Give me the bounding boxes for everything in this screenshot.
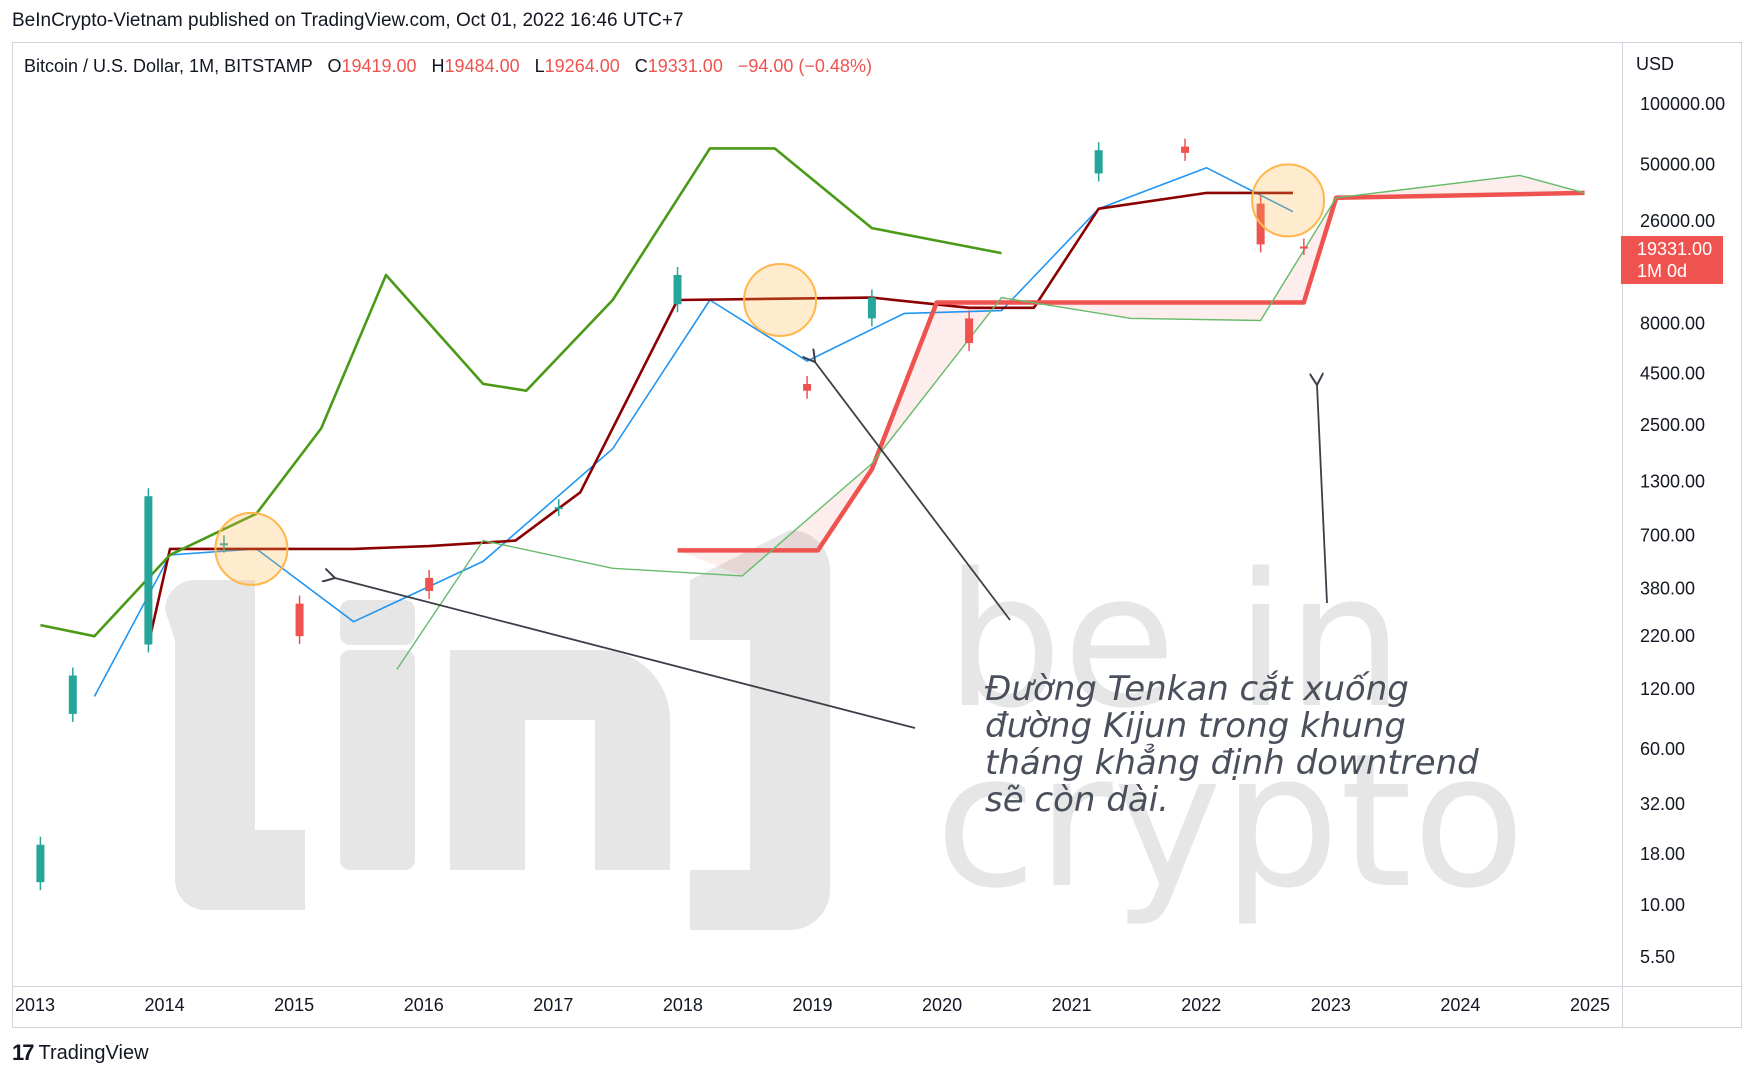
tradingview-logo-icon: 17 — [12, 1040, 35, 1065]
candle-body — [1181, 146, 1190, 153]
price-tick-label: 8000.00 — [1640, 314, 1705, 334]
annotation-arrows — [335, 362, 1328, 729]
price-tick-label: 10.00 — [1640, 895, 1685, 915]
high-value: 19484.00 — [444, 56, 520, 76]
ichimoku-cloud — [677, 175, 1585, 576]
price-tick-label: 60.00 — [1640, 739, 1685, 759]
bar-countdown: 1M 0d — [1637, 261, 1688, 281]
time-tick-label: 2021 — [1052, 995, 1092, 1015]
low-label: L — [534, 56, 545, 76]
open-value: 19419.00 — [341, 56, 417, 76]
annotation-line-1: Đường Tenkan cắt xuống — [985, 669, 1409, 709]
annotation-line-2: đường Kijun trong khung — [985, 706, 1406, 746]
candle-body — [1299, 246, 1308, 249]
price-tick-label: 120.00 — [1640, 679, 1695, 699]
price-tick-label: 5.50 — [1640, 947, 1675, 967]
chart-frame — [12, 42, 1742, 1028]
candle-body — [1094, 150, 1103, 174]
watermark-left-bracket — [165, 580, 305, 910]
highlight-circle-3 — [1251, 163, 1326, 238]
watermark-n — [450, 650, 670, 870]
time-tick-label: 2018 — [663, 995, 703, 1015]
candle-body — [803, 383, 812, 391]
time-tick-label: 2015 — [274, 995, 314, 1015]
price-axis[interactable]: 100000.00 50000.00 26000.00 8000.00 4500.00 2… — [1640, 94, 1725, 967]
ohlc-legend: Bitcoin / U.S. Dollar, 1M, BITSTAMP O194… — [24, 56, 872, 77]
candle-body — [673, 274, 682, 305]
watermark-right-bracket — [690, 530, 830, 930]
candle-body — [554, 507, 563, 510]
annotation-arrow-1 — [335, 578, 916, 729]
price-tick-label: 32.00 — [1640, 794, 1685, 814]
publisher-caption: BeInCrypto-Vietnam published on TradingV… — [12, 10, 684, 31]
price-tick-label: 2500.00 — [1640, 415, 1705, 435]
time-tick-label: 2016 — [404, 995, 444, 1015]
last-price: 19331.00 — [1637, 239, 1713, 259]
annotation-line-3: tháng khẳng định downtrend — [985, 742, 1479, 783]
highlight-circle-1 — [214, 511, 289, 586]
candle-body — [68, 675, 77, 714]
time-tick-label: 2024 — [1440, 995, 1480, 1015]
highlight-circles — [214, 163, 1326, 586]
time-axis-divider — [12, 986, 1742, 987]
price-tick-label: 220.00 — [1640, 626, 1695, 646]
time-tick-label: 2020 — [922, 995, 962, 1015]
time-tick-label: 2017 — [533, 995, 573, 1015]
price-tick-label: 380.00 — [1640, 579, 1695, 599]
symbol-label[interactable]: Bitcoin / U.S. Dollar, 1M, BITSTAMP — [24, 56, 313, 76]
candle-body — [425, 577, 434, 591]
close-label: C — [634, 56, 648, 76]
annotation-arrow-3 — [1317, 385, 1328, 604]
price-tick-label: 26000.00 — [1640, 211, 1715, 231]
change-value: −94.00 (−0.48%) — [737, 56, 872, 76]
time-axis[interactable]: 2013 2014 2015 2016 2017 2018 2019 2020 2021 2022… — [15, 995, 1610, 1015]
open-label: O — [327, 56, 342, 76]
price-tick-label: 50000.00 — [1640, 154, 1715, 174]
series-span-b-line — [677, 190, 1585, 553]
footer-branding[interactable]: 17 TradingView — [12, 1040, 149, 1066]
low-value: 19264.00 — [544, 56, 620, 76]
candle-body — [219, 543, 228, 546]
series-chikou-line — [40, 147, 1002, 638]
tradingview-brand: TradingView — [38, 1041, 149, 1064]
candle-body — [36, 844, 45, 883]
last-price-badge: 19331.00 1M 0d — [1621, 236, 1723, 284]
currency-label[interactable]: USD — [1636, 54, 1675, 74]
cloud-fill — [677, 175, 1585, 576]
candle-body — [867, 297, 876, 319]
watermark-text-bottom: crypto — [935, 713, 1525, 929]
time-tick-label: 2025 — [1570, 995, 1610, 1015]
series-span-a-line — [396, 174, 1585, 670]
candle-body — [295, 603, 304, 637]
price-tick-label: 18.00 — [1640, 844, 1685, 864]
price-axis-divider — [1622, 42, 1623, 1028]
time-tick-label: 2019 — [792, 995, 832, 1015]
time-tick-label: 2022 — [1181, 995, 1221, 1015]
time-tick-label: 2013 — [15, 995, 55, 1015]
watermark-i-dot — [340, 600, 415, 645]
candle-body — [144, 496, 153, 645]
price-tick-label: 4500.00 — [1640, 364, 1705, 384]
highlight-circle-2 — [743, 263, 818, 338]
watermark-i-stem — [340, 650, 415, 870]
candle-body — [965, 318, 974, 344]
annotation-arrow-2 — [815, 362, 1011, 621]
watermark-text-top: be in — [945, 533, 1404, 749]
price-tick-label: 700.00 — [1640, 526, 1695, 546]
time-tick-label: 2023 — [1311, 995, 1351, 1015]
price-tick-label: 100000.00 — [1640, 94, 1725, 114]
price-tick-label: 1300.00 — [1640, 472, 1705, 492]
annotation-line-4: sẽ còn dài. — [985, 780, 1169, 820]
close-value: 19331.00 — [647, 56, 723, 76]
time-tick-label: 2014 — [145, 995, 185, 1015]
high-label: H — [431, 56, 445, 76]
